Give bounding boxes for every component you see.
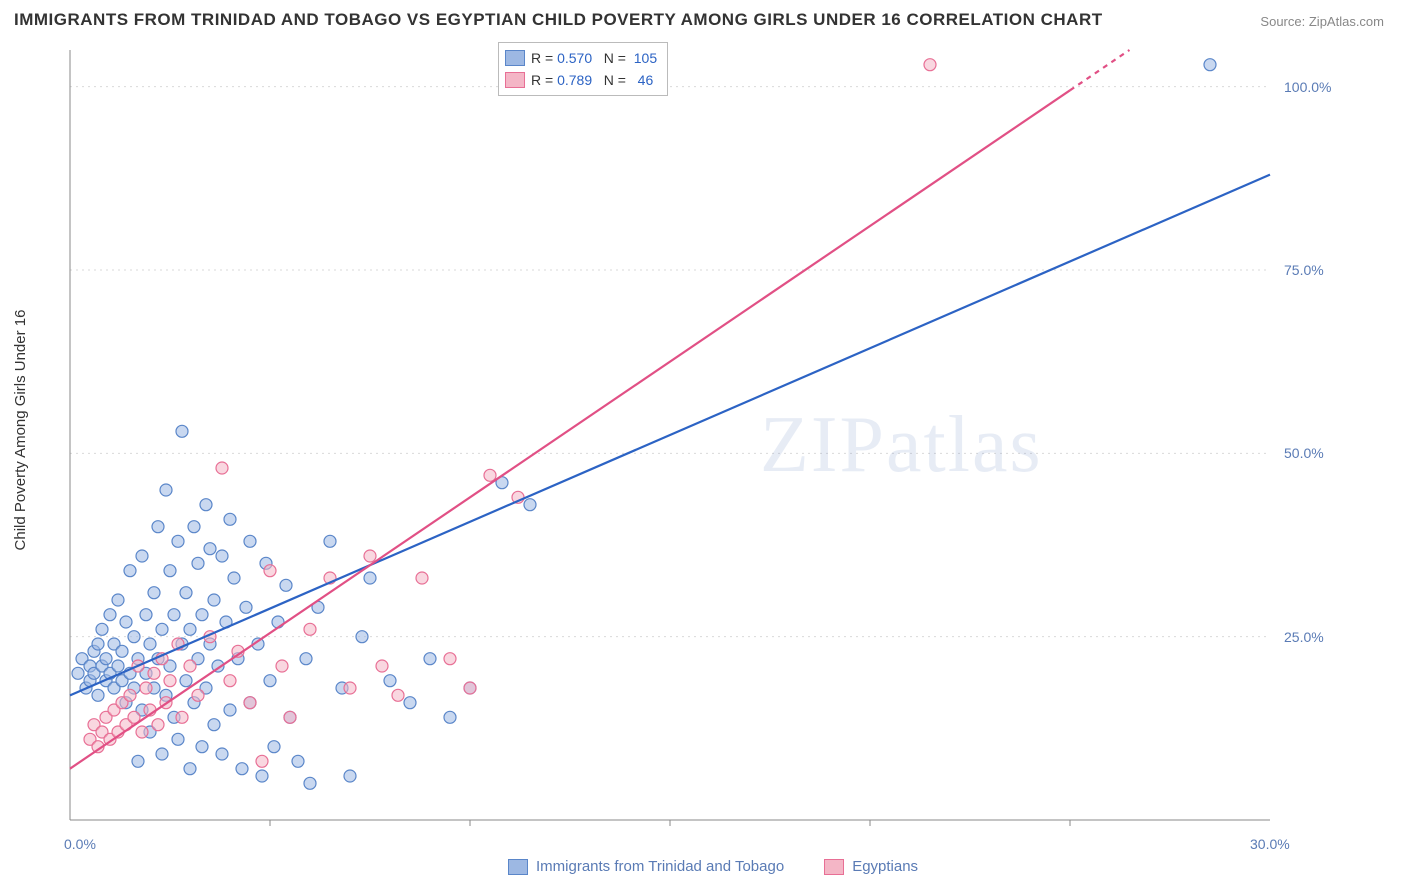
legend-swatch (824, 859, 844, 875)
tick-label: 50.0% (1284, 445, 1324, 461)
series-legend-item: Immigrants from Trinidad and Tobago (508, 858, 784, 875)
legend-stats: R = 0.570 N = 105 (531, 50, 657, 66)
series-name: Egyptians (852, 858, 918, 875)
tick-label: 30.0% (1250, 836, 1290, 852)
legend-swatch (505, 50, 525, 66)
legend-row: R = 0.570 N = 105 (505, 47, 657, 69)
series-legend-item: Egyptians (824, 858, 918, 875)
y-axis-label: Child Poverty Among Girls Under 16 (12, 310, 29, 551)
chart-area: 25.0%50.0%75.0%100.0%0.0%30.0% (58, 40, 1328, 840)
tick-label: 0.0% (64, 836, 96, 852)
legend-stats: R = 0.789 N = 46 (531, 72, 653, 88)
chart-title: IMMIGRANTS FROM TRINIDAD AND TOBAGO VS E… (14, 10, 1103, 30)
legend-swatch (508, 859, 528, 875)
tick-label: 100.0% (1284, 79, 1331, 95)
tick-label: 25.0% (1284, 629, 1324, 645)
series-legend: Immigrants from Trinidad and Tobago Egypt… (508, 858, 918, 875)
legend-row: R = 0.789 N = 46 (505, 69, 657, 91)
correlation-legend: R = 0.570 N = 105 R = 0.789 N = 46 (498, 42, 668, 96)
tick-label: 75.0% (1284, 262, 1324, 278)
source-prefix: Source: (1260, 14, 1305, 29)
source-attribution: Source: ZipAtlas.com (1260, 14, 1384, 29)
scatter-plot (58, 40, 1338, 840)
series-name: Immigrants from Trinidad and Tobago (536, 858, 784, 875)
source-link[interactable]: ZipAtlas.com (1309, 14, 1384, 29)
legend-swatch (505, 72, 525, 88)
